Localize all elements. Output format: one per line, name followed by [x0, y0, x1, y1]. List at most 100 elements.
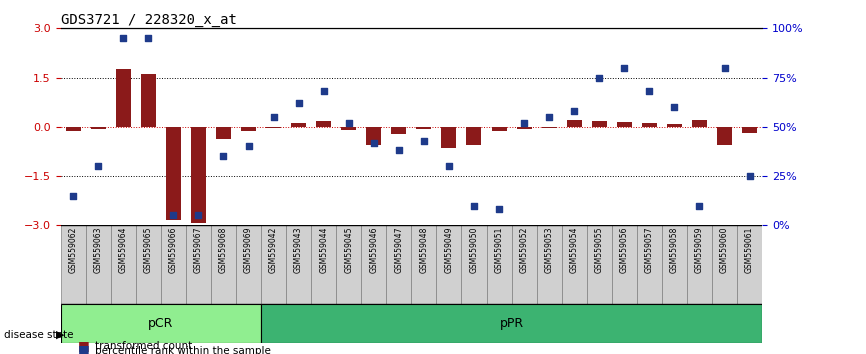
Bar: [191, 127, 206, 223]
Point: [668, 104, 682, 110]
Bar: [141, 74, 156, 127]
Bar: [442, 127, 456, 148]
Bar: [642, 123, 657, 127]
Text: percentile rank within the sample: percentile rank within the sample: [95, 346, 271, 354]
Point: [242, 144, 255, 149]
FancyBboxPatch shape: [186, 225, 211, 304]
Point: [367, 140, 381, 145]
Point: [592, 75, 606, 80]
Text: GSM559063: GSM559063: [94, 227, 103, 273]
Text: GSM559053: GSM559053: [545, 227, 553, 273]
Text: GSM559051: GSM559051: [494, 227, 503, 273]
Point: [267, 114, 281, 120]
Text: GDS3721 / 228320_x_at: GDS3721 / 228320_x_at: [61, 13, 236, 27]
Bar: [266, 127, 281, 129]
Text: GSM559046: GSM559046: [369, 227, 378, 273]
FancyBboxPatch shape: [286, 225, 311, 304]
Text: GSM559062: GSM559062: [68, 227, 78, 273]
Text: GSM559067: GSM559067: [194, 227, 203, 273]
Bar: [91, 127, 106, 130]
Text: GSM559050: GSM559050: [469, 227, 479, 273]
Bar: [492, 127, 507, 131]
FancyBboxPatch shape: [311, 225, 336, 304]
Text: disease state: disease state: [4, 330, 74, 339]
Point: [317, 88, 331, 94]
Bar: [66, 127, 81, 131]
FancyBboxPatch shape: [611, 225, 637, 304]
Point: [191, 212, 205, 218]
Text: GSM559058: GSM559058: [670, 227, 679, 273]
Point: [542, 114, 556, 120]
FancyBboxPatch shape: [261, 225, 286, 304]
Text: GSM559066: GSM559066: [169, 227, 178, 273]
FancyBboxPatch shape: [637, 225, 662, 304]
Text: GSM559064: GSM559064: [119, 227, 128, 273]
Text: ■: ■: [78, 343, 90, 354]
Point: [693, 203, 707, 209]
FancyBboxPatch shape: [537, 225, 562, 304]
Point: [66, 193, 80, 199]
FancyBboxPatch shape: [512, 225, 537, 304]
Bar: [591, 121, 607, 127]
Text: GSM559065: GSM559065: [144, 227, 152, 273]
Bar: [742, 127, 757, 133]
Text: pPR: pPR: [500, 317, 524, 330]
Point: [141, 35, 155, 41]
FancyBboxPatch shape: [712, 225, 737, 304]
FancyBboxPatch shape: [61, 304, 261, 343]
FancyBboxPatch shape: [737, 225, 762, 304]
Text: GSM559049: GSM559049: [444, 227, 454, 273]
Text: ▶: ▶: [56, 330, 65, 339]
Point: [442, 163, 456, 169]
Bar: [116, 69, 131, 127]
FancyBboxPatch shape: [236, 225, 261, 304]
FancyBboxPatch shape: [386, 225, 411, 304]
Point: [216, 154, 230, 159]
Bar: [241, 127, 256, 131]
Text: transformed count: transformed count: [95, 341, 192, 352]
Text: pCR: pCR: [148, 317, 173, 330]
FancyBboxPatch shape: [562, 225, 587, 304]
FancyBboxPatch shape: [487, 225, 512, 304]
FancyBboxPatch shape: [111, 225, 136, 304]
Point: [517, 120, 531, 126]
FancyBboxPatch shape: [662, 225, 687, 304]
FancyBboxPatch shape: [261, 304, 762, 343]
FancyBboxPatch shape: [61, 225, 86, 304]
Point: [643, 88, 656, 94]
Point: [617, 65, 631, 70]
FancyBboxPatch shape: [687, 225, 712, 304]
FancyBboxPatch shape: [86, 225, 111, 304]
Text: GSM559068: GSM559068: [219, 227, 228, 273]
Point: [392, 148, 406, 153]
Text: GSM559056: GSM559056: [620, 227, 629, 273]
Point: [116, 35, 130, 41]
Text: GSM559047: GSM559047: [394, 227, 404, 273]
Text: GSM559044: GSM559044: [320, 227, 328, 273]
Bar: [467, 127, 481, 145]
FancyBboxPatch shape: [361, 225, 386, 304]
Bar: [692, 120, 707, 127]
Bar: [667, 124, 682, 127]
Text: GSM559061: GSM559061: [745, 227, 754, 273]
Bar: [291, 123, 307, 127]
Point: [417, 138, 430, 143]
Bar: [541, 127, 557, 129]
Text: GSM559052: GSM559052: [520, 227, 528, 273]
Point: [718, 65, 732, 70]
Point: [166, 212, 180, 218]
Bar: [316, 121, 331, 127]
Bar: [391, 127, 406, 134]
FancyBboxPatch shape: [411, 225, 436, 304]
FancyBboxPatch shape: [436, 225, 462, 304]
Point: [743, 173, 757, 179]
Point: [292, 100, 306, 106]
Bar: [341, 127, 356, 130]
Bar: [717, 127, 732, 145]
Text: GSM559059: GSM559059: [695, 227, 704, 273]
Point: [342, 120, 356, 126]
Text: GSM559048: GSM559048: [419, 227, 429, 273]
FancyBboxPatch shape: [587, 225, 611, 304]
Text: GSM559057: GSM559057: [645, 227, 654, 273]
Text: GSM559069: GSM559069: [244, 227, 253, 273]
